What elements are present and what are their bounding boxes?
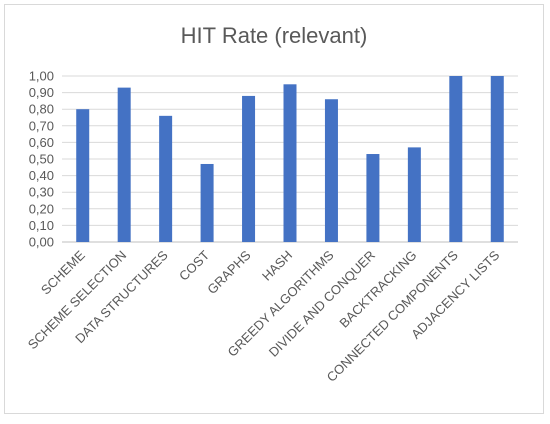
x-tick-label: GRAPHS bbox=[204, 247, 254, 297]
bar-hash bbox=[283, 84, 297, 242]
y-tick-label: 0,30 bbox=[29, 185, 54, 200]
bar-data-structures bbox=[159, 115, 173, 242]
bar-cost bbox=[200, 163, 214, 242]
bar-scheme bbox=[76, 109, 90, 242]
y-tick-label: 0,90 bbox=[29, 85, 54, 100]
y-tick-label: 0,60 bbox=[29, 135, 54, 150]
y-tick-label: 0,70 bbox=[29, 118, 54, 133]
bar-adjacency-lists bbox=[490, 76, 504, 242]
bar-graphs bbox=[242, 95, 256, 242]
bar-backtracking bbox=[407, 147, 421, 242]
y-tick-label: 0,10 bbox=[29, 218, 54, 233]
chart-title: HIT Rate (relevant) bbox=[180, 23, 368, 48]
bar-connected-components bbox=[449, 76, 463, 242]
x-tick-label: BACKTRACKING bbox=[336, 248, 419, 331]
y-tick-label: 0,80 bbox=[29, 102, 54, 117]
x-tick-label: COST bbox=[176, 247, 212, 283]
y-tick-label: 0,20 bbox=[29, 201, 54, 216]
bar-greedy-algorithms bbox=[324, 99, 338, 243]
y-tick-label: 1,00 bbox=[29, 69, 54, 84]
x-tick-label: HASH bbox=[259, 248, 295, 284]
y-axis-ticks: 0,00 0,10 0,200,30 0,400,50 0,60 0,700,80 0,90… bbox=[29, 69, 54, 250]
bar-divide-and-conquer bbox=[366, 154, 380, 242]
y-tick-label: 0,00 bbox=[29, 235, 54, 250]
y-tick-label: 0,50 bbox=[29, 152, 54, 167]
bars bbox=[76, 76, 504, 243]
bar-scheme-selection bbox=[117, 87, 131, 243]
y-tick-label: 0,40 bbox=[29, 168, 54, 183]
